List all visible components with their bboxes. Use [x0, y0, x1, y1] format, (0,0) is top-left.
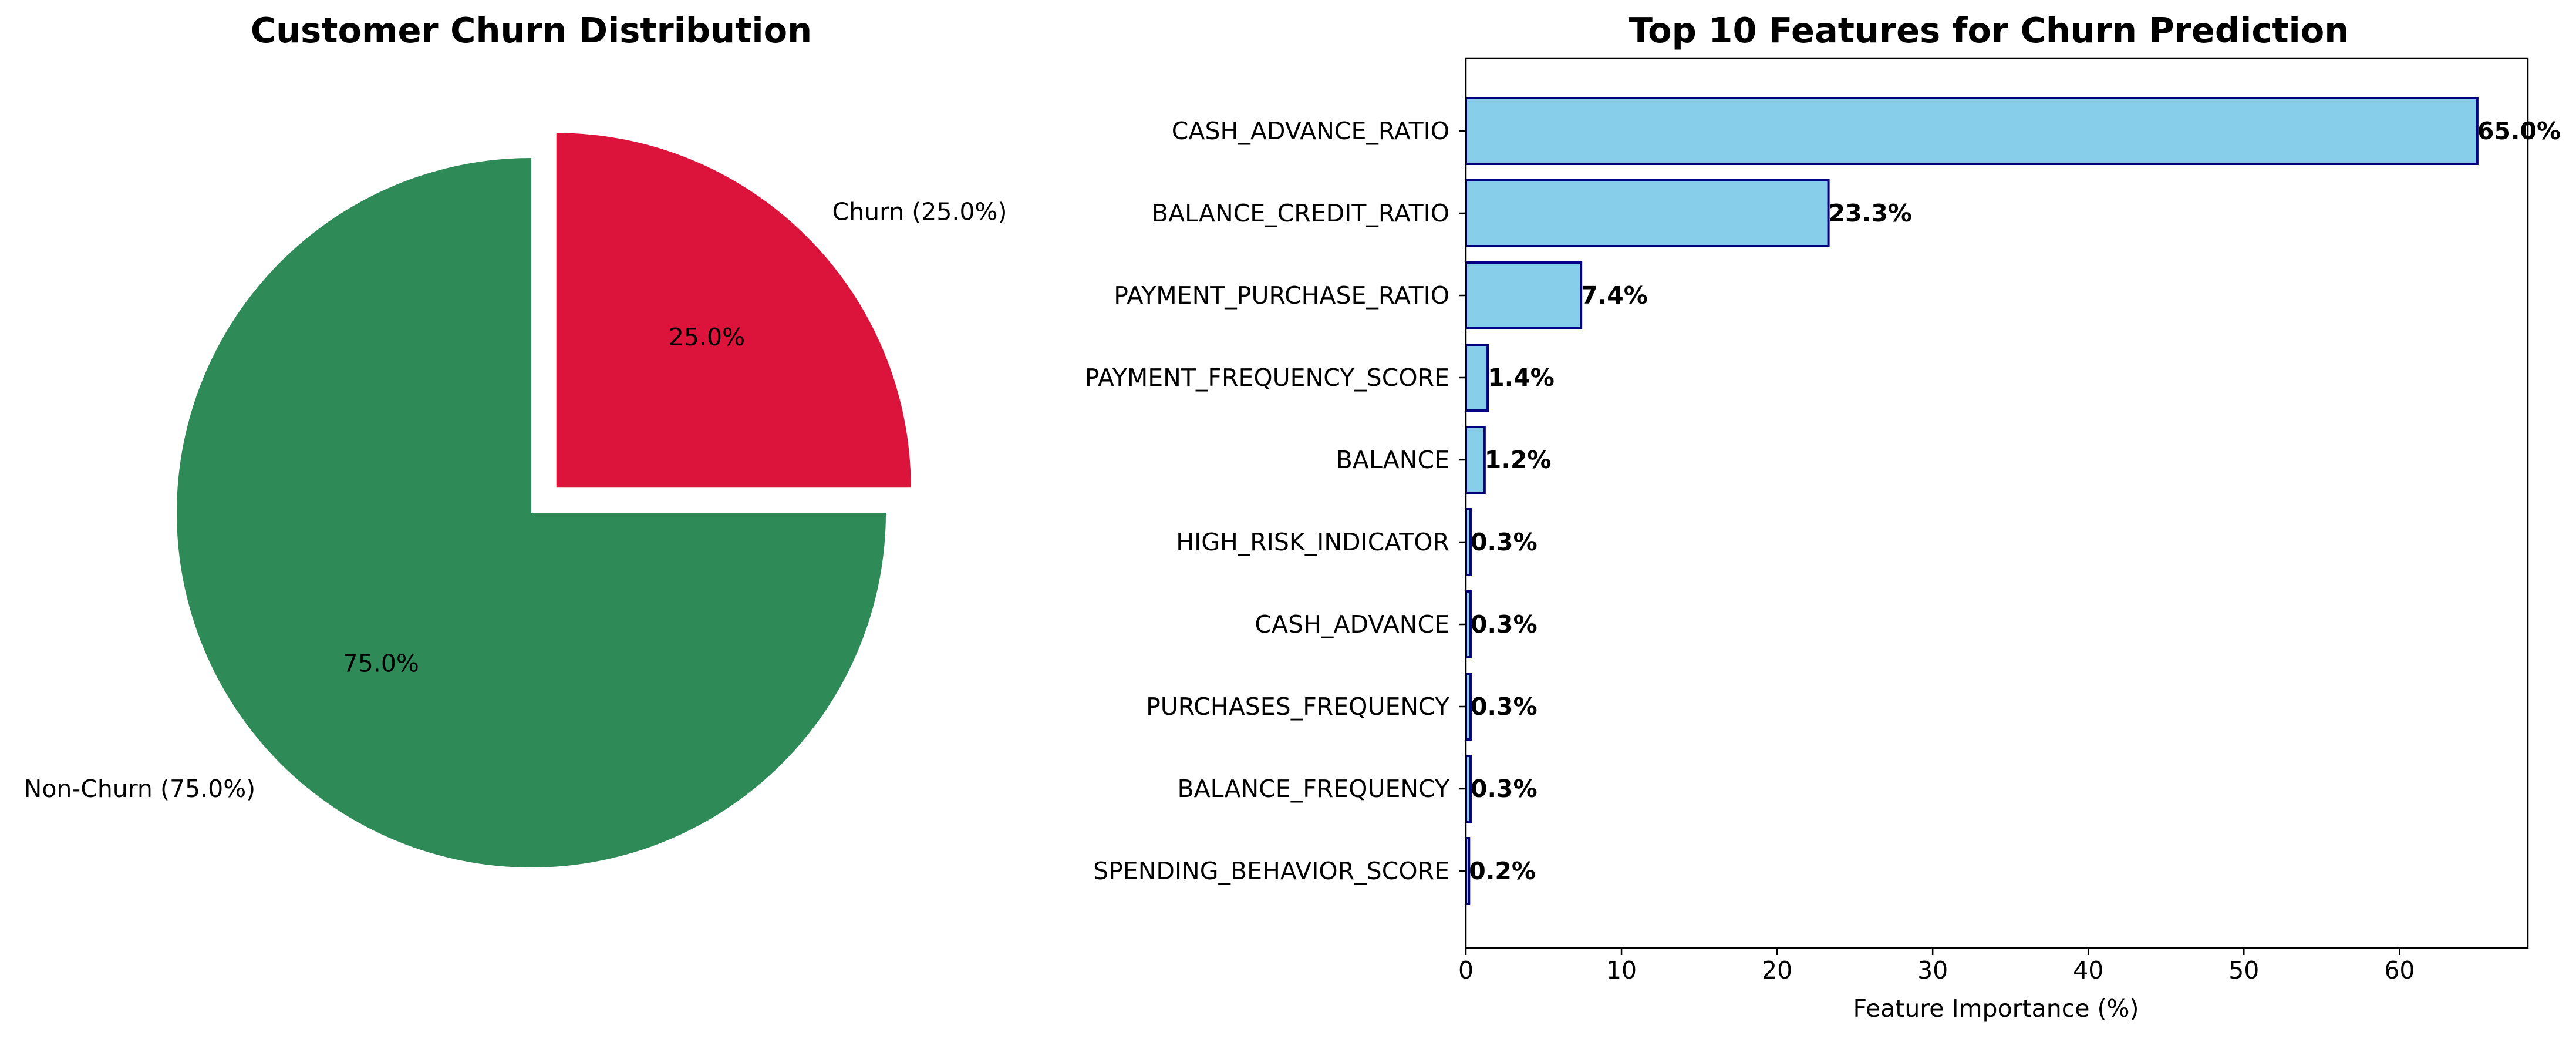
x-tick-label: 30 — [1917, 956, 1948, 984]
pie-slices — [177, 133, 911, 867]
pie-chart-title: Customer Churn Distribution — [251, 10, 812, 51]
bar — [1465, 344, 1489, 412]
pie-labels: 75.0% Non-Churn (75.0%) 25.0% Churn (25.0%) — [24, 197, 1007, 802]
bar — [1465, 97, 2479, 165]
y-tick-label: CASH_ADVANCE_RATIO — [1172, 117, 1449, 145]
bar-value-label: 0.3% — [1471, 610, 1537, 638]
y-tick-label: HIGH_RISK_INDICATOR — [1176, 528, 1449, 556]
y-tick-label: PAYMENT_PURCHASE_RATIO — [1114, 281, 1449, 310]
pie-pct-label-non-churn: 75.0% — [343, 649, 419, 677]
pie-chart: Customer Churn Distribution 75.0% Non-Chu… — [24, 10, 1007, 867]
bar — [1465, 426, 1486, 494]
bar-value-label: 1.2% — [1485, 446, 1552, 474]
bar-value-label: 65.0% — [2477, 117, 2561, 145]
bar-value-label: 0.3% — [1471, 528, 1537, 556]
x-tick-label: 10 — [1606, 956, 1637, 984]
x-tick-label: 20 — [1762, 956, 1792, 984]
pie-pct-label-churn: 25.0% — [669, 323, 745, 351]
bar — [1465, 179, 1830, 247]
bar-value-label: 1.4% — [1488, 364, 1555, 392]
x-tick-label: 0 — [1458, 956, 1474, 984]
bar-plot: CASH_ADVANCE_RATIO 65.0% BALANCE_CREDIT_RA… — [1085, 57, 2561, 984]
x-tick-label: 60 — [2384, 956, 2415, 984]
y-tick-label: PURCHASES_FREQUENCY — [1146, 692, 1450, 721]
y-tick-label: BALANCE_CREDIT_RATIO — [1152, 199, 1449, 227]
bar-value-label: 0.2% — [1469, 857, 1536, 885]
y-tick-label: BALANCE_FREQUENCY — [1178, 775, 1450, 803]
x-tick-label: 50 — [2228, 956, 2259, 984]
x-tick-label: 40 — [2073, 956, 2103, 984]
y-tick-label: CASH_ADVANCE — [1255, 610, 1449, 638]
bar — [1465, 261, 1583, 329]
bar-value-label: 7.4% — [1581, 281, 1648, 310]
x-axis-label: Feature Importance (%) — [1853, 994, 2139, 1023]
pie-label-churn: Churn (25.0%) — [832, 197, 1007, 226]
y-tick-label: SPENDING_BEHAVIOR_SCORE — [1093, 857, 1449, 885]
y-tick-label: BALANCE — [1336, 446, 1449, 474]
y-tick-label: PAYMENT_FREQUENCY_SCORE — [1085, 364, 1449, 392]
pie-slice-churn — [556, 133, 911, 488]
bar-value-label: 0.3% — [1471, 775, 1537, 803]
bar-chart-title: Top 10 Features for Churn Prediction — [1629, 10, 2349, 51]
bar-value-label: 23.3% — [1829, 199, 1912, 227]
bar-chart: Top 10 Features for Churn Prediction CAS… — [1085, 10, 2561, 1023]
pie-label-non-churn: Non-Churn (75.0%) — [24, 775, 256, 803]
plot-frame — [1465, 57, 2529, 949]
pie-slice-non-churn — [177, 158, 886, 867]
bar-value-label: 0.3% — [1471, 692, 1537, 721]
